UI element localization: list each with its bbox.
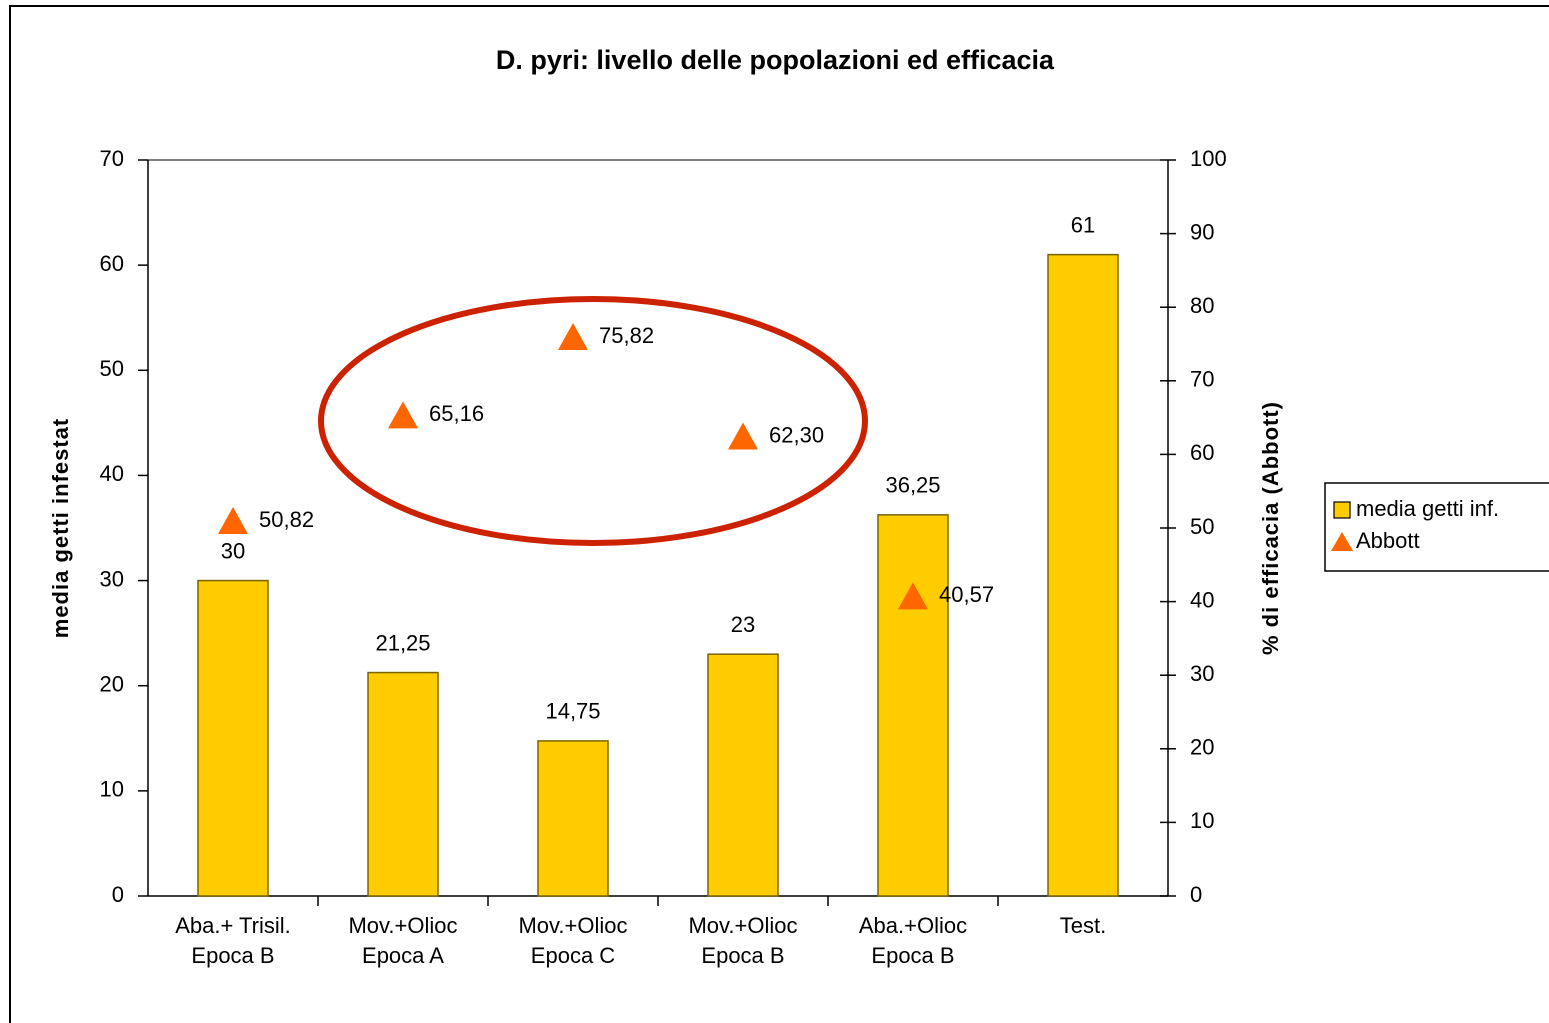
y-tick-label: 20 <box>100 672 124 697</box>
y2-tick-label: 40 <box>1190 587 1214 612</box>
triangle-marker <box>898 582 928 610</box>
bar <box>877 514 949 897</box>
x-tick-label: Epoca B <box>191 943 274 968</box>
y2-tick-label: 0 <box>1190 882 1202 907</box>
x-tick-label: Mov.+Olioc <box>518 913 627 938</box>
legend-box <box>1324 482 1549 572</box>
point-value-label: 65,16 <box>429 401 484 426</box>
y-tick-label: 50 <box>100 356 124 381</box>
bar-value-label: 23 <box>731 612 755 637</box>
y2-tick-label: 20 <box>1190 735 1214 760</box>
bar-value-label: 61 <box>1071 212 1095 237</box>
chart-border <box>9 5 1549 1023</box>
legend-label: media getti inf. <box>1356 496 1499 521</box>
bar <box>367 671 439 897</box>
triangle-marker <box>218 506 248 534</box>
bar-value-label: 36,25 <box>885 473 940 498</box>
triangle-marker <box>388 401 418 429</box>
highlight-ellipse <box>318 296 868 546</box>
y2-tick-label: 30 <box>1190 661 1214 686</box>
legend-swatch <box>1331 532 1353 551</box>
y2-tick-label: 80 <box>1190 293 1214 318</box>
y2-tick-label: 50 <box>1190 514 1214 539</box>
y-axis-title: media getti infestat <box>48 418 73 638</box>
y-tick-label: 60 <box>100 251 124 276</box>
y-tick-label: 30 <box>100 566 124 591</box>
bar-value-label: 14,75 <box>545 699 600 724</box>
bar <box>707 653 779 897</box>
y2-tick-label: 60 <box>1190 440 1214 465</box>
y-tick-label: 70 <box>100 146 124 171</box>
x-tick-label: Aba.+Olioc <box>859 913 967 938</box>
x-tick-label: Aba.+ Trisil. <box>175 913 291 938</box>
x-tick-label: Epoca C <box>531 943 615 968</box>
y-tick-label: 0 <box>112 882 124 907</box>
point-value-label: 50,82 <box>259 507 314 532</box>
point-value-label: 62,30 <box>769 422 824 447</box>
x-tick-label: Test. <box>1060 913 1106 938</box>
bar-value-label: 21,25 <box>375 630 430 655</box>
bar <box>537 740 609 897</box>
y-tick-label: 40 <box>100 461 124 486</box>
legend-label: Abbott <box>1356 528 1420 553</box>
point-value-label: 75,82 <box>599 323 654 348</box>
point-value-label: 40,57 <box>939 582 994 607</box>
x-tick-label: Epoca A <box>362 943 444 968</box>
y2-axis-title: % di efficacia (Abbott) <box>1258 401 1283 655</box>
y2-tick-label: 70 <box>1190 367 1214 392</box>
y2-tick-label: 10 <box>1190 808 1214 833</box>
x-tick-label: Epoca B <box>701 943 784 968</box>
y2-tick-label: 100 <box>1190 146 1227 171</box>
x-tick-label: Epoca B <box>871 943 954 968</box>
bar-value-label: 30 <box>221 538 245 563</box>
bar <box>197 579 269 897</box>
chart-title: D. pyri: livello delle popolazioni ed ef… <box>496 45 1055 75</box>
bar <box>1047 253 1119 897</box>
triangle-marker <box>728 422 758 450</box>
x-tick-label: Mov.+Olioc <box>348 913 457 938</box>
triangle-marker <box>558 322 588 350</box>
x-tick-label: Mov.+Olioc <box>688 913 797 938</box>
legend-swatch <box>1333 501 1351 519</box>
y2-tick-label: 90 <box>1190 219 1214 244</box>
y-tick-label: 10 <box>100 777 124 802</box>
